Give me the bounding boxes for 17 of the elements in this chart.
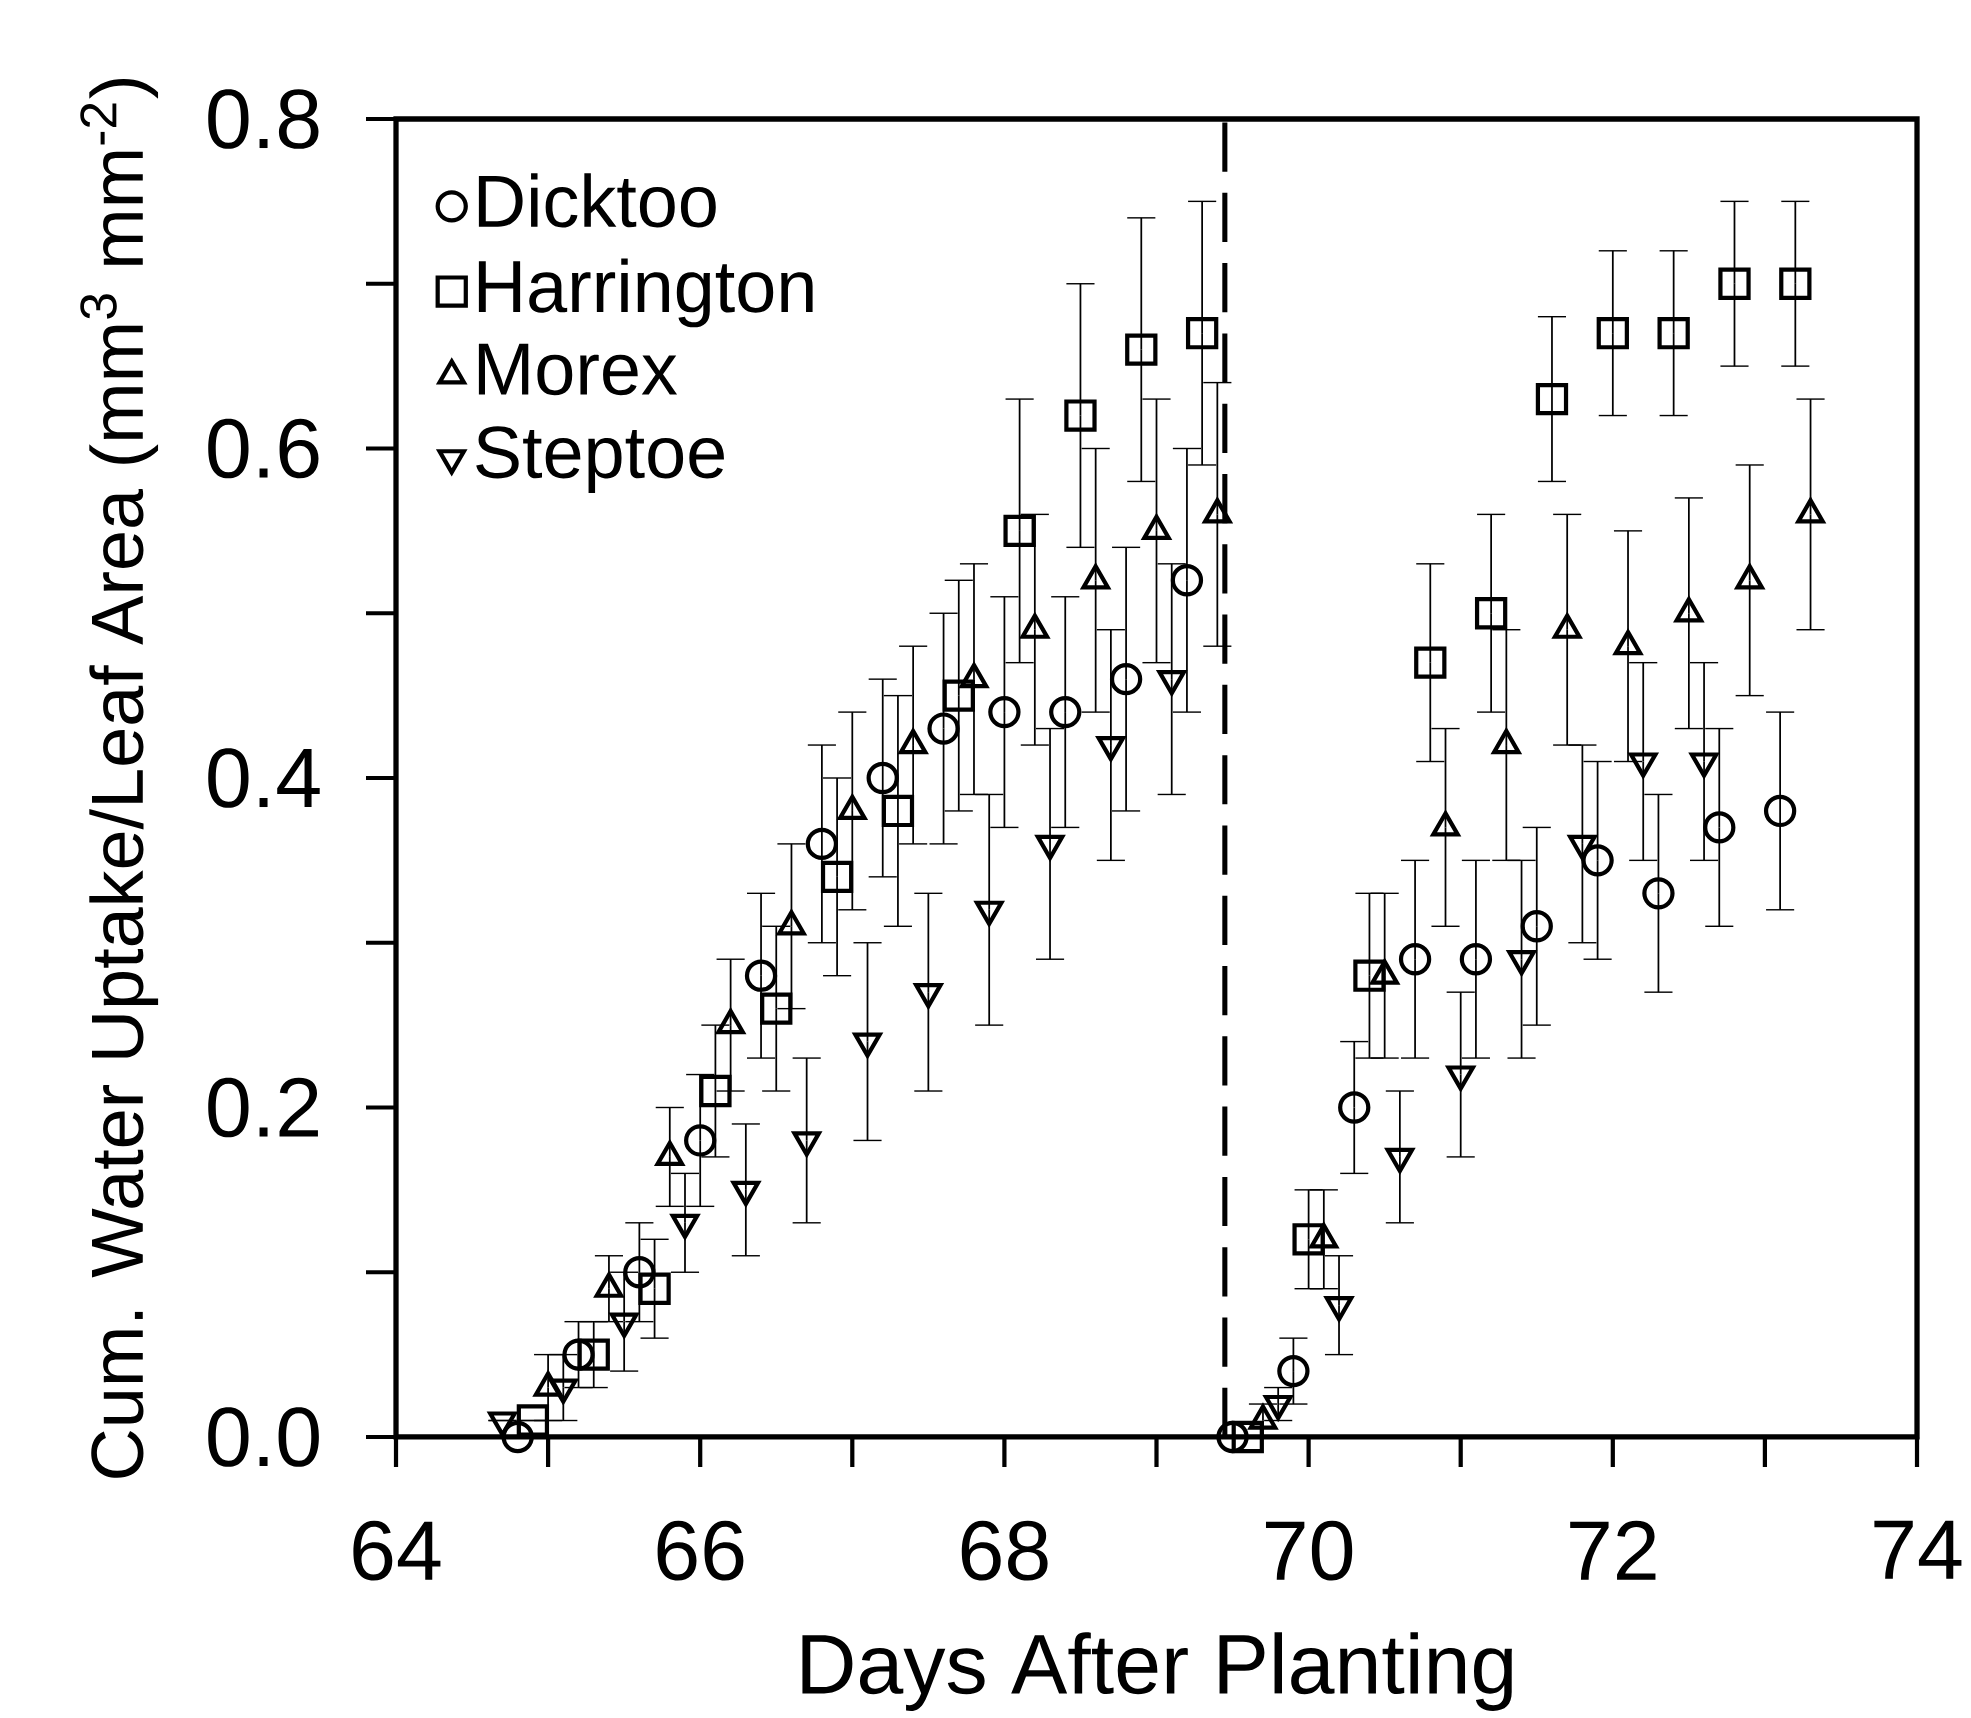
x-tick-label: 66: [657, 1520, 744, 1581]
legend-label: Steptoe: [476, 426, 724, 494]
y-tick-label: 0.2: [208, 1077, 318, 1138]
legend-label: Dicktoo: [478, 173, 716, 228]
y-tick-label: 0.0: [208, 1407, 319, 1467]
legend-label: Harrington: [478, 258, 813, 328]
y-tick-label: 0.6: [208, 418, 319, 479]
x-tick-label: 74: [1874, 1520, 1962, 1579]
y-tick-label: 0.8: [208, 89, 319, 149]
x-tick-label: 70: [1265, 1520, 1353, 1581]
x-axis-title: Days After Planting: [802, 1632, 1512, 1711]
x-tick-label: 72: [1570, 1520, 1656, 1580]
y-tick-label: 0.4: [208, 748, 320, 808]
x-tick-label: 64: [353, 1520, 441, 1581]
y-axis-title: Cum. Water Uptake/Leaf Area (mm$^{3}$ mm$^{-2}$): [80, 79, 159, 1478]
legend-label: Morex: [478, 343, 678, 396]
x-tick-label: 68: [961, 1520, 1048, 1581]
